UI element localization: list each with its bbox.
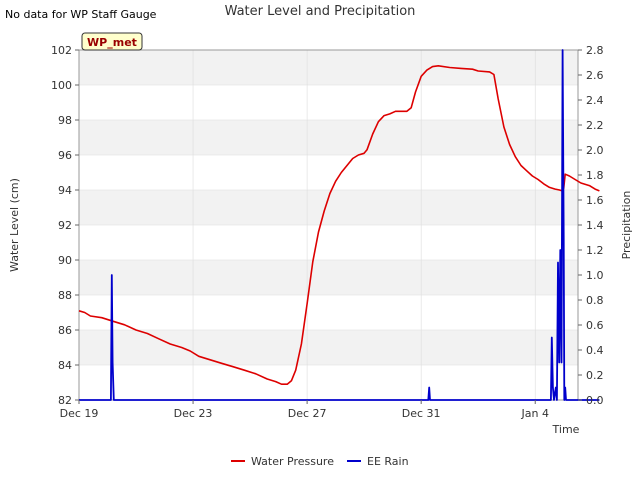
legend: Water Pressure EE Rain [231,455,409,468]
y-tick-label: 82 [58,394,72,407]
legend-label-water: Water Pressure [251,455,334,468]
y2-tick-label: 1.0 [586,269,604,282]
y2-tick-label: 0.8 [586,294,604,307]
y-tick-label: 98 [58,114,72,127]
y2-tick-label: 1.4 [586,219,604,232]
series-line-water-pressure [78,65,600,386]
y-tick-label: 88 [58,289,72,302]
y-tick-label: 94 [58,184,72,197]
y2-tick-label: 1.6 [586,194,604,207]
y-tick-label: 86 [58,324,72,337]
y-tick-label: 84 [58,359,72,372]
plot-bands [79,50,578,365]
x-tick-label: Dec 19 [60,407,99,420]
x-axis-label: Time [552,423,580,436]
y-tick-label: 90 [58,254,72,267]
y-tick-label: 92 [58,219,72,232]
y2-tick-label: 0.0 [586,394,604,407]
station-badge [81,32,143,51]
plot-band [79,330,578,365]
station-badge-label: WP_met [87,36,137,49]
y-tick-label: 102 [51,44,72,57]
legend-label-rain: EE Rain [367,455,409,468]
y2-tick-label: 2.4 [586,94,604,107]
plot-band [79,50,578,85]
y2-tick-label: 1.8 [586,169,604,182]
no-data-note: No data for WP Staff Gauge [5,8,157,21]
y2-tick-label: 2.6 [586,69,604,82]
y-tick-label: 96 [58,149,72,162]
y2-tick-label: 1.2 [586,244,604,257]
y-axis-label: Water Level (cm) [8,178,21,272]
plot-band [79,260,578,295]
plot-band [79,120,578,155]
y2-tick-label: 2.0 [586,144,604,157]
y-tick-label: 100 [51,79,72,92]
axes: 82 84 86 88 90 92 94 96 98 100 102 0.0 0.2 0.4 0.6 0.8 1… [51,44,604,420]
y2-tick-label: 2.2 [586,119,604,132]
series-layer [78,49,600,401]
y2-tick-label: 0.6 [586,319,604,332]
series-line-ee-rain [79,49,600,401]
y2-axis-label: Precipitation [620,191,633,260]
chart-title: Water Level and Precipitation [225,4,416,19]
y2-tick-label: 0.2 [586,369,604,382]
y2-tick-label: 0.4 [586,344,604,357]
x-tick-label: Dec 31 [402,407,441,420]
x-tick-label: Jan 4 [521,407,549,420]
y2-tick-label: 2.8 [586,44,604,57]
x-tick-label: Dec 27 [288,407,327,420]
x-tick-label: Dec 23 [174,407,213,420]
